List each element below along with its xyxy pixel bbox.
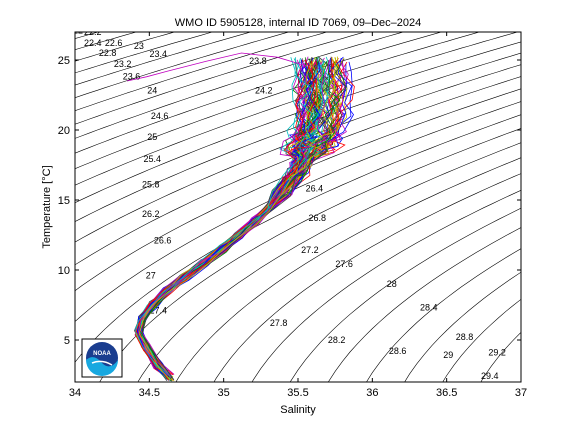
density-contour-25 (75, 32, 366, 125)
contour-label: 27.2 (301, 245, 319, 255)
density-contour-28 (213, 173, 521, 382)
contour-label: 23 (134, 41, 144, 51)
profile-line (140, 61, 349, 375)
contour-label: 23.8 (249, 56, 267, 66)
contour-label: 27 (146, 270, 156, 280)
contour-label: 24 (147, 86, 157, 96)
contour-label: 29 (443, 350, 453, 360)
contour-label: 23.2 (114, 59, 132, 69)
chart-title: WMO ID 5905128, internal ID 7069, 09–Dec… (175, 17, 421, 29)
contour-label: 26.8 (309, 213, 327, 223)
density-contour-24.2 (75, 32, 214, 74)
y-tick-label: 5 (64, 335, 70, 347)
density-contour-27.6 (137, 142, 521, 382)
contour-label: 24.2 (255, 86, 273, 96)
x-tick-label: 35 (218, 387, 230, 399)
contour-label: 28.4 (420, 303, 438, 313)
x-axis-label: Salinity (280, 404, 316, 416)
noaa-logo: NOAA (81, 338, 123, 378)
profile-line (138, 57, 337, 380)
density-contour-25.2 (75, 32, 405, 139)
density-contour-27.2 (75, 114, 521, 363)
x-axis: 34 34.5 35 35.5 36 36.5 37 (69, 32, 527, 399)
density-contour-28.6 (327, 227, 521, 382)
profile-line (141, 58, 347, 380)
logo-text: NOAA (93, 351, 111, 357)
density-contour-28.4 (289, 207, 521, 382)
contour-label: 22.2 (84, 27, 102, 37)
contour-label: 27.4 (150, 305, 168, 315)
y-tick-label: 25 (58, 55, 70, 67)
y-tick-label: 15 (58, 195, 70, 207)
density-contour-28.8 (366, 248, 521, 382)
profile-line (135, 57, 313, 376)
density-contour-24.4 (75, 32, 252, 86)
x-tick-label: 36.5 (436, 387, 457, 399)
x-tick-label: 35.5 (287, 387, 308, 399)
contour-label: 22.8 (99, 48, 117, 58)
contour-label: 26.6 (154, 235, 172, 245)
contour-label: 26.2 (142, 209, 160, 219)
contour-label: 25.4 (144, 154, 162, 164)
profile-lines (126, 52, 355, 382)
contour-label: 24.6 (151, 111, 169, 121)
contour-label: 22.6 (105, 38, 123, 48)
contour-label: 23.4 (150, 49, 168, 59)
density-contour-24.8 (75, 32, 328, 112)
density-contour-27.4 (99, 128, 521, 382)
contour-label: 28.6 (389, 346, 407, 356)
contour-label: 28.8 (456, 332, 474, 342)
contour-label: 22 (73, 25, 83, 35)
contour-label: 27.8 (270, 318, 288, 328)
profile-line (136, 62, 321, 379)
x-tick-label: 34.5 (139, 387, 160, 399)
contour-label: 23.6 (123, 72, 141, 82)
density-contour-29.4 (480, 331, 521, 382)
contour-label: 25.8 (142, 179, 160, 189)
contour-label: 29.4 (481, 371, 499, 381)
contour-label: 25 (147, 132, 157, 142)
density-contour-27.8 (175, 157, 521, 382)
density-contour-28.2 (251, 189, 521, 382)
contour-label: 28.2 (328, 335, 346, 345)
contour-label: 27.6 (335, 259, 353, 269)
logo-gull (91, 360, 113, 366)
contour-label: 22.4 (84, 38, 102, 48)
y-tick-label: 20 (58, 125, 70, 137)
contour-label: 26.4 (306, 184, 324, 194)
density-contour-24 (75, 32, 176, 62)
density-contour-27 (75, 101, 521, 322)
contour-label: 28 (387, 279, 397, 289)
density-contour-23.8 (75, 32, 138, 51)
y-axis-label: Temperature [°C] (41, 165, 53, 248)
y-tick-label: 10 (58, 265, 70, 277)
density-contour-24.6 (75, 32, 290, 99)
x-tick-label: 37 (515, 387, 527, 399)
contour-label: 29.2 (488, 347, 506, 357)
y-axis: 5 10 15 20 25 (58, 55, 521, 347)
x-tick-label: 36 (366, 387, 378, 399)
profile-line (141, 57, 354, 381)
x-tick-label: 34 (69, 387, 81, 399)
density-contour-29 (404, 271, 521, 382)
outlier-profile-line (126, 52, 306, 82)
